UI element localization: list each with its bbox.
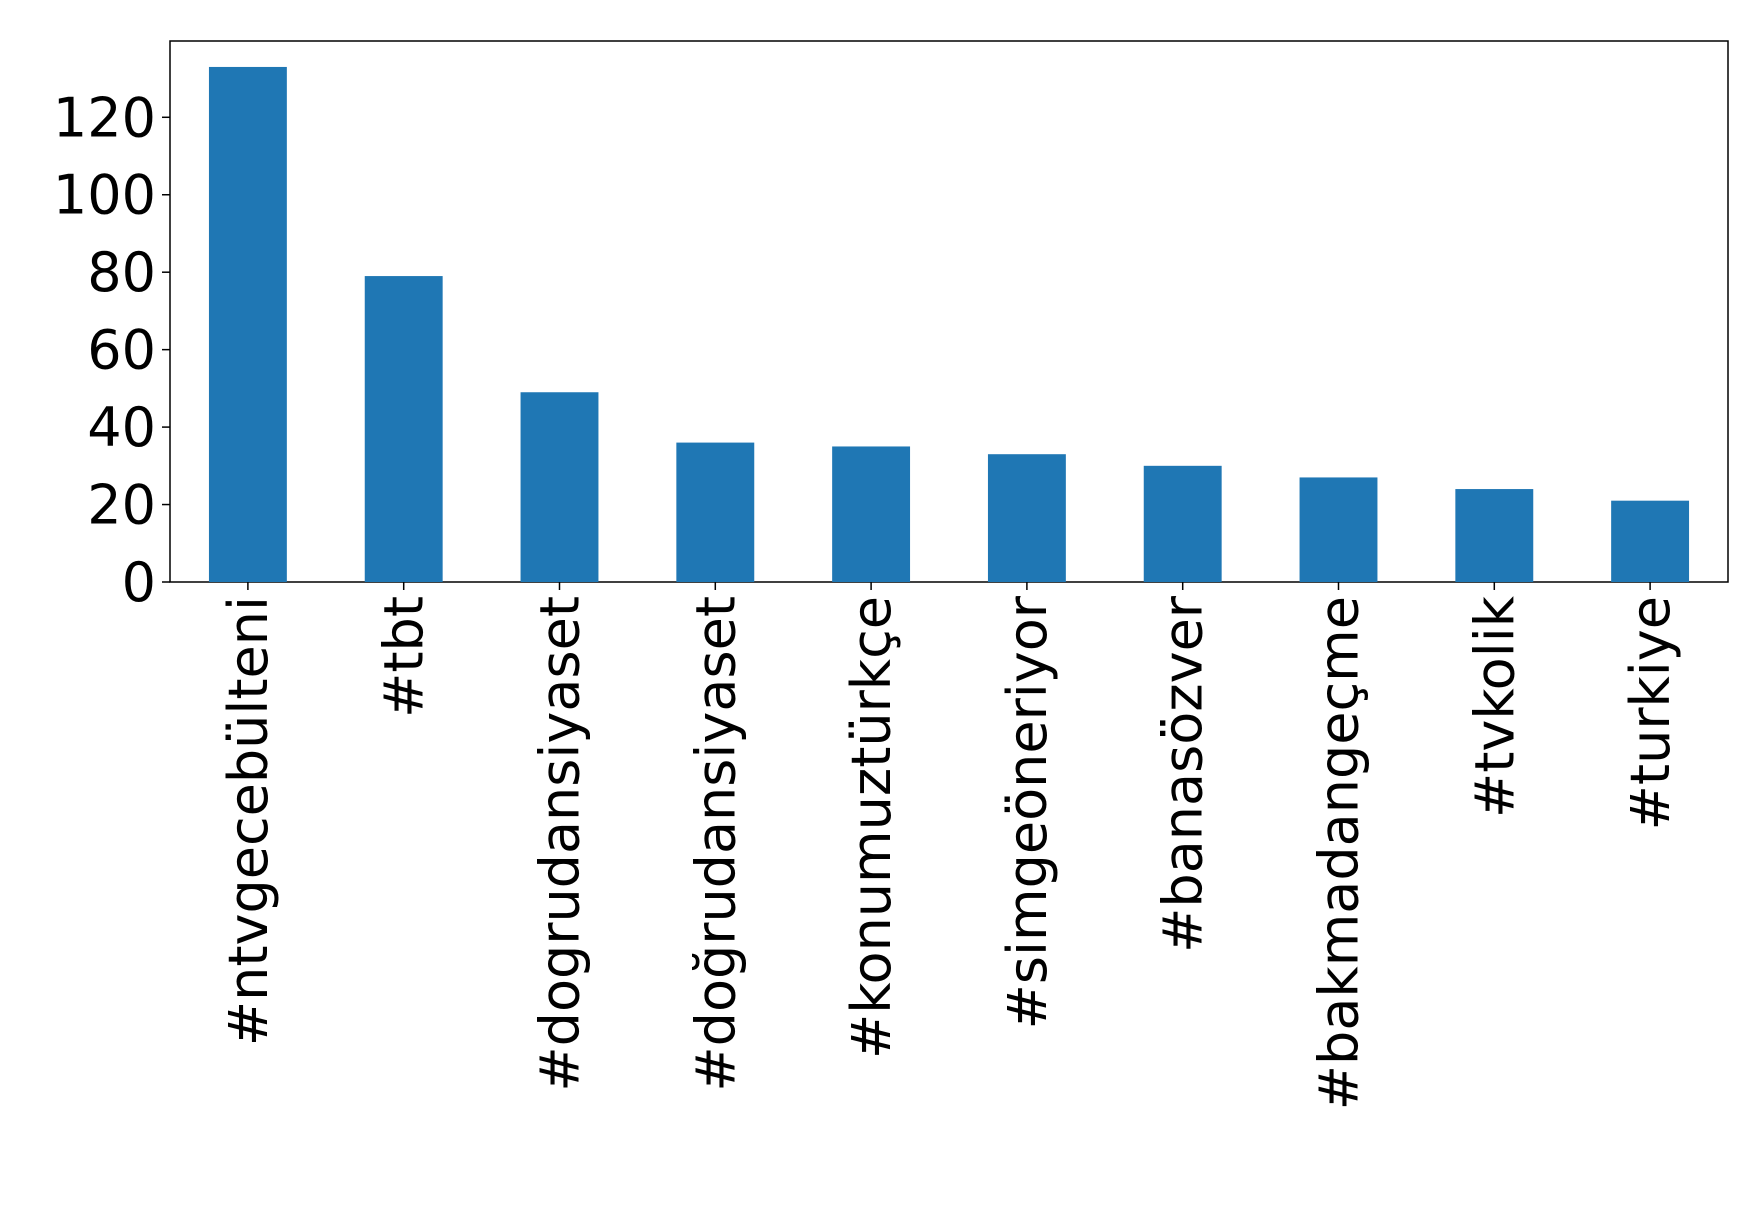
y-tick-label: 40 (87, 396, 156, 459)
x-tick-label: #banasözver (1152, 595, 1215, 953)
x-tick-label: #bakmadangeçme (1308, 596, 1371, 1110)
y-tick-label: 80 (87, 241, 156, 304)
y-tick-label: 0 (122, 551, 156, 614)
x-tick-label: #simgeöneriyor (996, 595, 1059, 1029)
y-tick-label: 20 (87, 474, 156, 537)
bar (1143, 465, 1222, 582)
bar (676, 442, 755, 582)
y-tick-label: 60 (87, 319, 156, 382)
x-tick-label: #dogrudansiyaset (529, 596, 592, 1092)
y-tick-label: 100 (53, 164, 156, 227)
bar (987, 454, 1066, 582)
plot-frame (169, 40, 1729, 583)
bar (1299, 477, 1378, 582)
x-tick-label: #doğrudansiyaset (684, 596, 747, 1092)
x-tick-label: #ntvgecebülteni (217, 596, 280, 1046)
x-tick-label: #konumuztürkçe (840, 596, 903, 1059)
y-tick-label: 120 (53, 86, 156, 149)
bar (520, 392, 599, 582)
bar (1455, 489, 1534, 582)
x-tick-label: #turkiye (1619, 596, 1682, 830)
bar (208, 66, 287, 583)
bar (832, 446, 911, 582)
bar (364, 276, 443, 582)
x-tick-label: #tbt (373, 596, 436, 718)
x-tick-label: #tvkolik (1463, 595, 1526, 818)
bar (1611, 500, 1690, 582)
